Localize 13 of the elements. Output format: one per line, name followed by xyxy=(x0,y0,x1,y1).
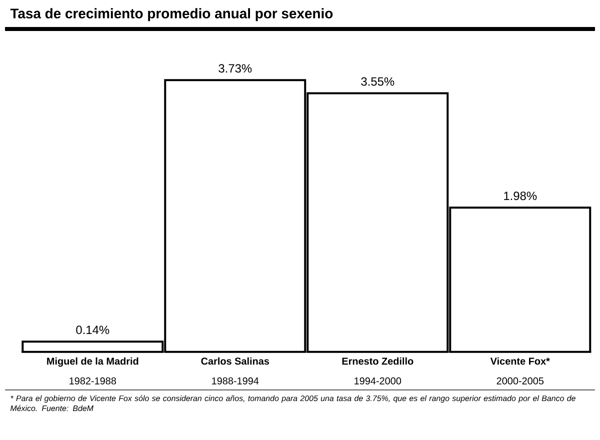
x-tick-label: Miguel de la Madrid xyxy=(47,357,138,367)
text: 1994-2000 xyxy=(354,377,402,384)
x-tick-label: Ernesto Zedillo xyxy=(342,357,414,365)
data-label: 3.73% xyxy=(218,64,252,73)
data-label: 3.55% xyxy=(361,77,394,86)
chart-title: Tasa de crecimiento promedio anual por sexenio xyxy=(10,8,333,22)
text: 1988-1994 xyxy=(212,377,259,384)
data-label: 1.98% xyxy=(504,192,537,200)
data-label: 0.14% xyxy=(76,326,110,334)
x-tick-label: Carlos Salinas xyxy=(201,357,270,365)
text: 2000-2005 xyxy=(496,377,544,384)
x-tick-label: Vicente Fox* xyxy=(490,357,550,365)
text: 1982-1988 xyxy=(70,377,116,384)
